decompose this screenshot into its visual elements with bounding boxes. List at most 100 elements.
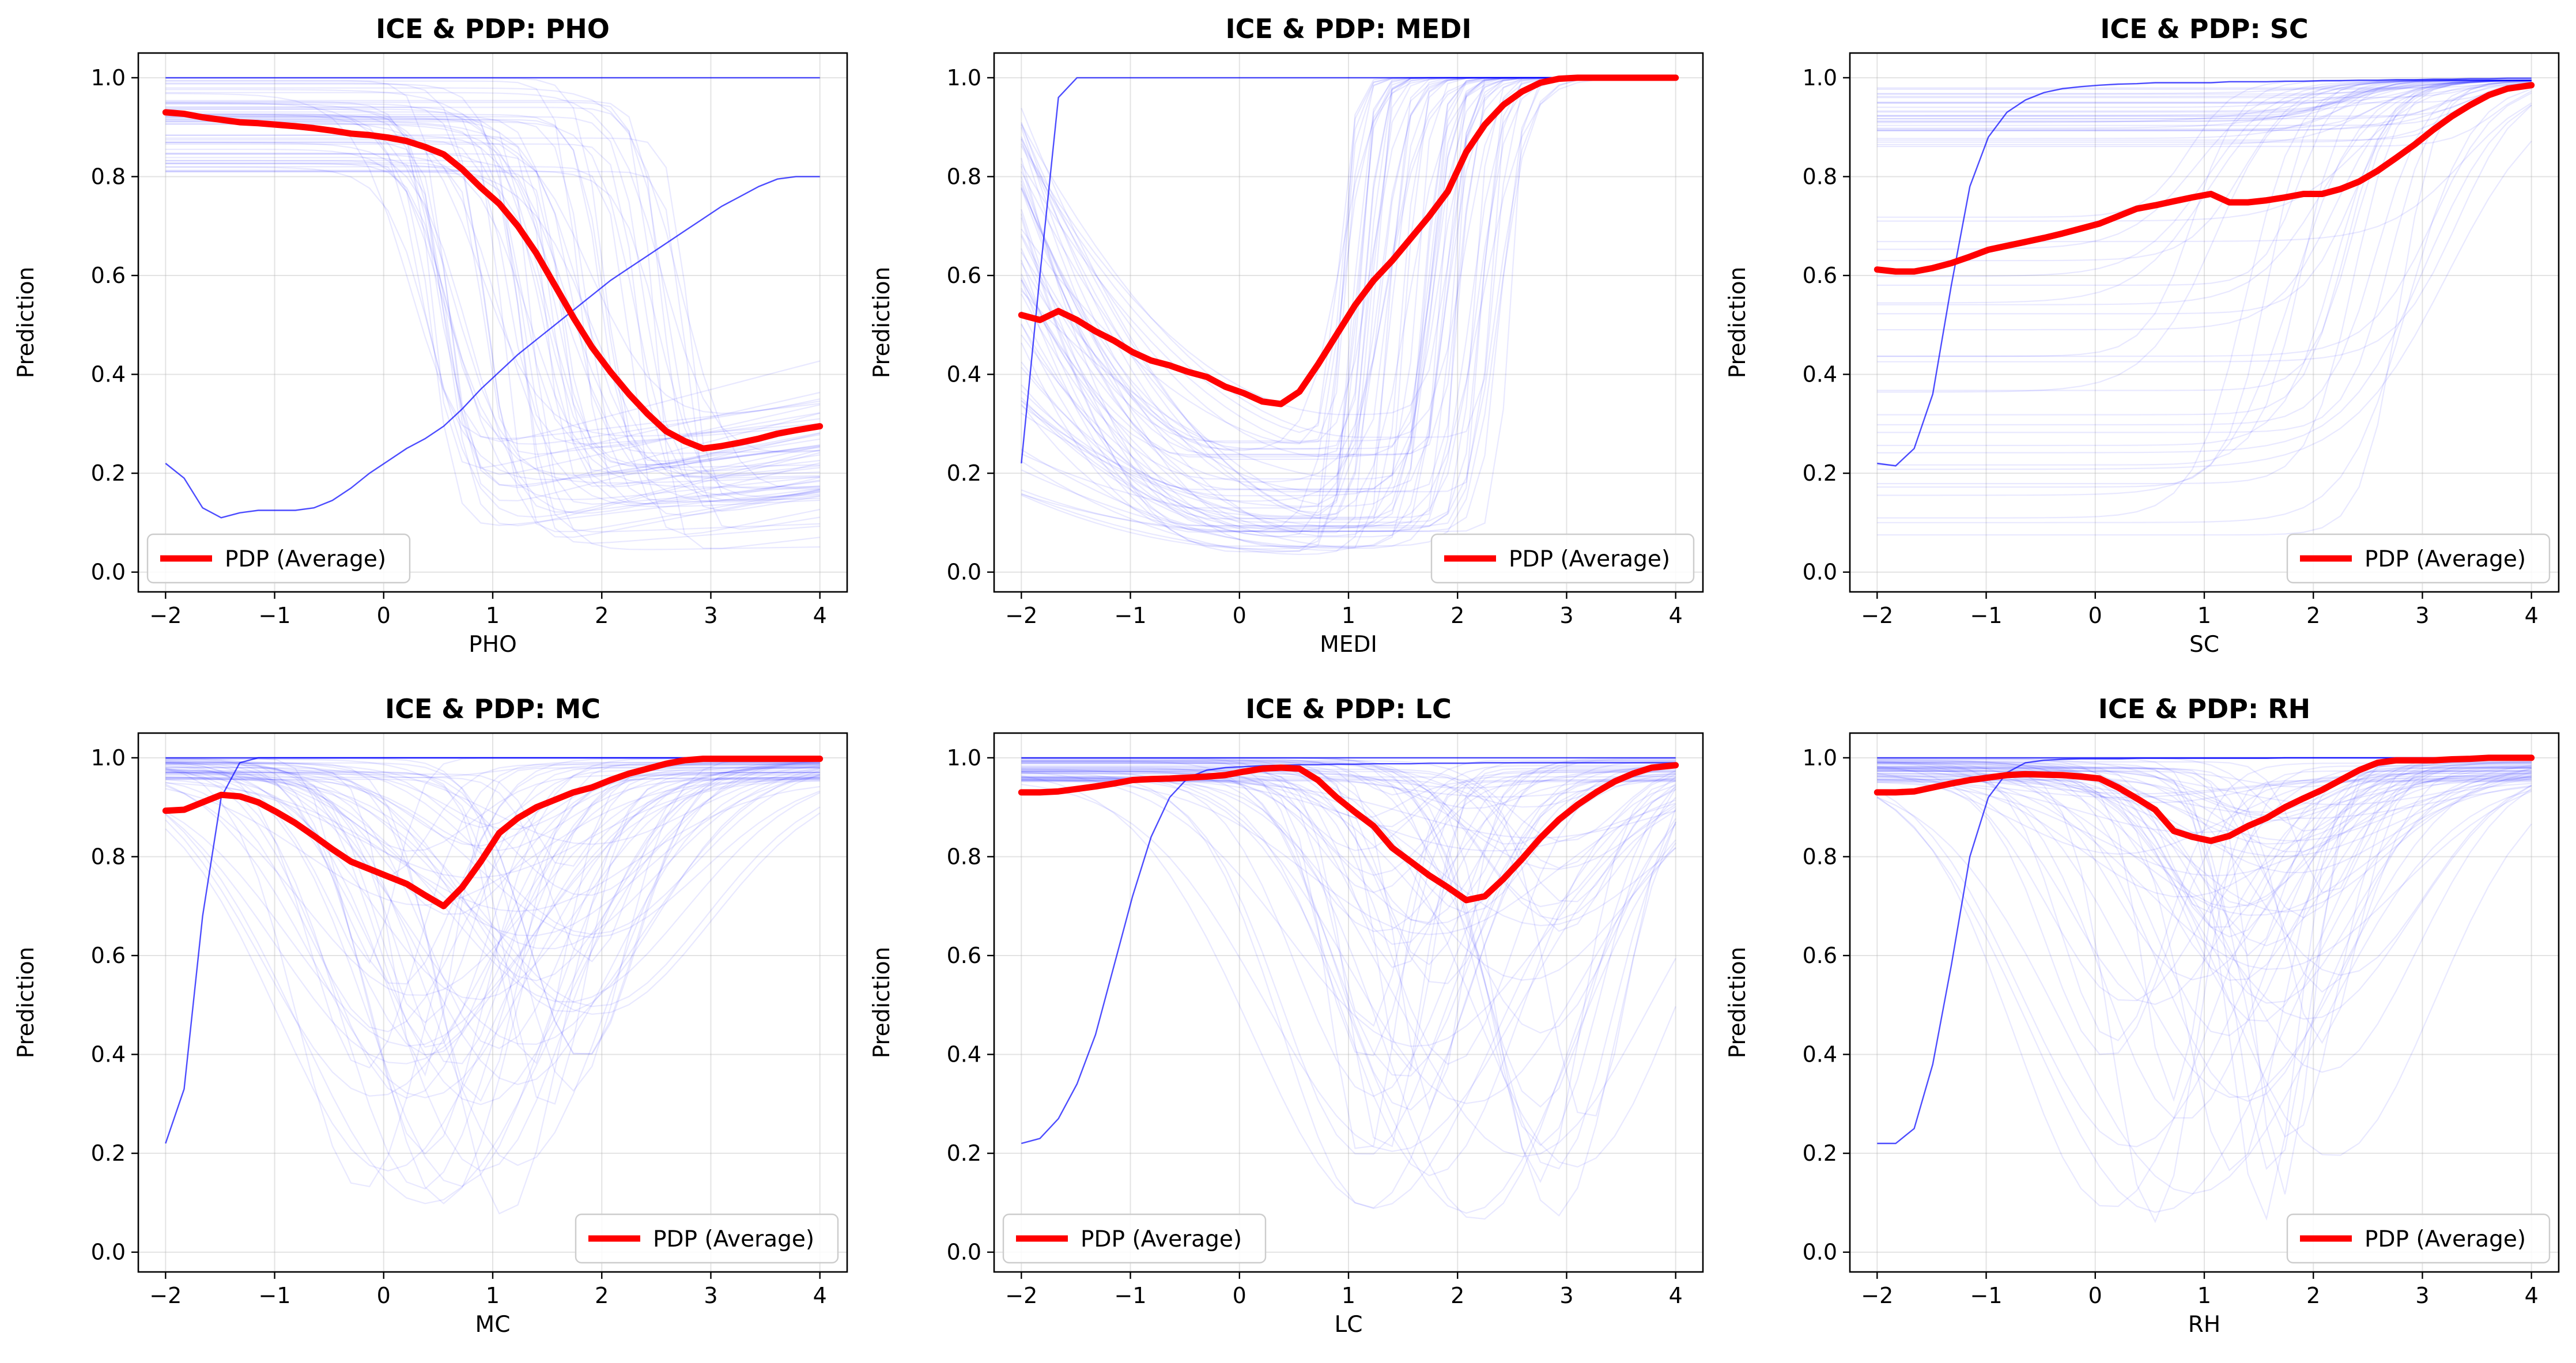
ice-curve [1877,82,2532,131]
y-tick-label: 1.0 [947,745,981,771]
chart-title: ICE & PDP: PHO [376,13,610,44]
plot-lines [1018,757,1679,1220]
y-tick-label: 0.6 [1803,263,1837,288]
x-tick-label: 3 [704,603,717,628]
x-tick-label: −1 [259,1283,291,1308]
ice-curve [165,163,820,501]
ice-curve [1877,762,2532,981]
x-tick-label: 0 [2088,603,2102,628]
ice-curve [165,760,820,1105]
plot-lines [1874,754,2535,1224]
ice-curve [165,108,820,505]
ice-curve [165,777,820,1064]
ice-curve [165,765,820,1097]
y-axis-label: Prediction [869,267,895,379]
ice-curve [165,134,820,466]
ice-curve [165,779,820,1105]
y-tick-label: 0.2 [947,1141,981,1166]
ice-curve [165,143,820,479]
ice-curve [1877,80,2532,426]
legend-box [1430,533,1695,584]
x-tick-label: 0 [377,1283,391,1308]
legend-box [2286,1213,2551,1264]
chart-title: ICE & PDP: MEDI [1226,13,1472,44]
ice-curve [165,780,820,1172]
ice-curve [165,762,820,845]
ice-curve [1021,759,1676,796]
x-tick-label: 3 [1559,1283,1573,1308]
x-tick-label: −1 [1115,603,1147,628]
ice-curve [1877,80,2532,262]
ice-curve [165,134,820,473]
legend-box [2286,533,2551,584]
x-axis-label: MEDI [1320,632,1377,658]
ice-curve [1877,80,2532,129]
ice-curve [1877,80,2532,113]
y-tick-label: 0.6 [947,943,981,968]
ice-curve [1877,82,2532,116]
ice-curve [1021,771,1676,1158]
ice-curve [1877,80,2532,304]
x-axis-label: RH [2188,1312,2220,1338]
legend-box [575,1213,839,1264]
ice-curve [1877,770,2532,957]
ice-curve [1021,762,1676,1108]
y-tick-label: 0.6 [91,263,126,288]
ice-curve [1876,764,2532,1213]
x-tick-label: 4 [1669,1283,1683,1308]
x-tick-label: −2 [1005,1283,1037,1308]
y-tick-label: 0.8 [91,164,126,189]
y-tick-label: 0.4 [1803,362,1837,387]
x-tick-label: −2 [149,1283,182,1308]
ice-curve [165,157,820,475]
y-tick-label: 0.4 [947,1042,981,1067]
subplot-sc: −2 −1 0 1 2 3 4 0.0 0.2 0.4 0.6 0.8 1.0 ICE & PDP: SC… [1725,13,2560,658]
ice-curve [165,80,820,505]
ice-curve [165,767,820,1024]
ice-curve [165,115,820,469]
ice-curve [1877,781,2532,1055]
ice-curve [1877,80,2532,95]
ice-curve [165,116,820,478]
ice-curve [165,103,820,533]
ice-curve [165,141,820,486]
ice-curve [1877,80,2532,112]
ice-curve [165,113,820,440]
pdp-line [162,756,824,909]
ice-curve [1877,770,2532,816]
y-tick-label: 1.0 [91,65,126,90]
ice-curve [165,782,820,912]
ice-curve [165,772,820,915]
ice-curve [1877,80,2532,466]
ice-curve [1021,766,1676,1168]
ice-curve [165,100,820,512]
ice-curve [165,764,820,1188]
ice-curve [165,101,820,549]
y-axis-label: Prediction [869,947,895,1059]
ice-curve [165,760,820,950]
ice-curve [165,106,820,538]
y-tick-label: 0.4 [1803,1042,1837,1067]
ice-curve [1877,80,2532,433]
y-tick-label: 0.2 [91,460,126,486]
ice-curve [165,92,820,453]
legend: PDP (Average) [1430,533,1695,584]
ice-curve [1877,762,2532,1036]
x-tick-label: 0 [1233,603,1247,628]
ice-curve [1877,82,2532,104]
y-tick-label: 0.0 [91,560,126,585]
y-tick-label: 0.2 [1803,1141,1837,1166]
ice-curve [1877,770,2532,788]
ice-curve [165,108,820,527]
ice-curve [1877,80,2532,103]
y-tick-label: 0.4 [91,1042,126,1067]
ice-curve [165,107,820,490]
ice-curve [165,137,820,500]
ice-curve [165,761,821,935]
ice-curve [165,762,820,1205]
ice-curve [1021,770,1676,926]
ice-curve [165,114,820,442]
legend-label: PDP (Average) [2365,546,2526,572]
ice-curve [1877,767,2532,1119]
ice-curve [165,160,820,526]
